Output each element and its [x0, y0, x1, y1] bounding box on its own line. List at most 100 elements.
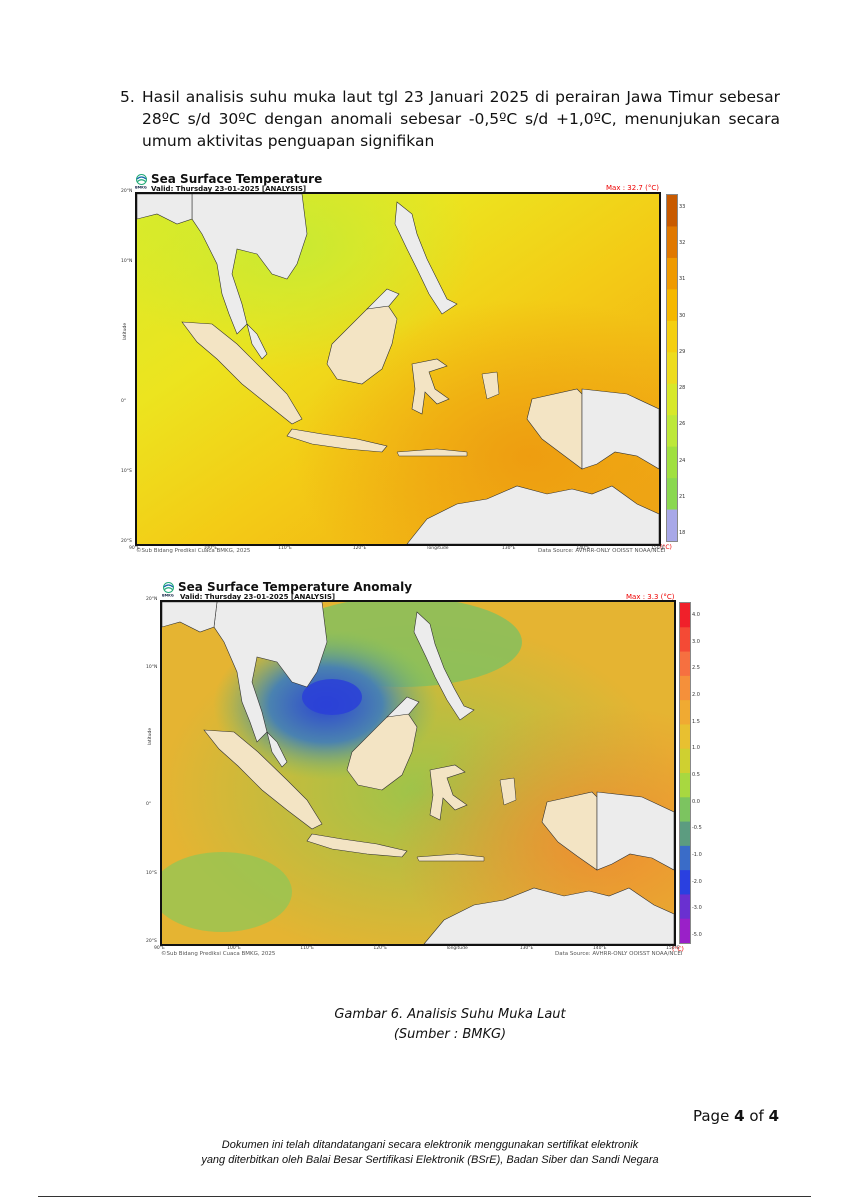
x-tick-label: 100°E	[227, 946, 241, 951]
sst-map: BMKG Sea Surface Temperature Valid: Thur…	[120, 170, 685, 560]
colorbar-segment	[667, 195, 677, 227]
colorbar-segment	[680, 627, 690, 653]
list-number: 5.	[120, 88, 135, 106]
x-tick-label: 140°E	[592, 946, 607, 951]
x-tick-label: 130°E	[501, 546, 516, 551]
colorbar-segment	[667, 415, 677, 448]
colorbar-segment	[680, 675, 690, 701]
colorbar-tick-label: 29	[679, 348, 686, 355]
y-tick-label: 20°S	[146, 939, 157, 944]
sst-anomaly-map-plot	[160, 600, 676, 946]
colorbar-segment	[680, 748, 690, 774]
x-tick-label: 150°E	[666, 946, 680, 951]
colorbar-segment	[667, 289, 677, 322]
y-tick-label: 20°S	[121, 539, 132, 544]
colorbar-segment	[680, 797, 690, 823]
y-tick-label: 10°N	[121, 259, 133, 264]
sst-map-plot	[135, 192, 661, 546]
colorbar-segment	[680, 918, 690, 944]
colorbar-segment	[680, 870, 690, 895]
sst-colorbar-scale	[667, 195, 677, 542]
colorbar-tick-label: 21	[679, 493, 686, 500]
x-tick-label: 120°E	[352, 546, 367, 551]
x-axis-label: longitude	[446, 946, 468, 951]
colorbar-segment	[667, 478, 677, 511]
colorbar-tick-label: -3.0	[692, 905, 702, 912]
colorbar-tick-label: 30	[679, 312, 686, 319]
colorbar-segment	[680, 894, 690, 920]
colorbar-tick-label: 4.0	[692, 612, 700, 618]
colorbar-tick-label: 32	[679, 240, 686, 247]
colorbar-unit: (°C)	[660, 544, 672, 551]
colorbar-segment	[667, 383, 677, 416]
page-of: of	[749, 1107, 764, 1125]
colorbar-unit: (°C)	[672, 946, 684, 953]
x-tick-label: 110°E	[300, 946, 314, 951]
paragraph-item-5: 5. Hasil analisis suhu muka laut tgl 23 …	[120, 86, 780, 152]
map-credit: ©Sub Bidang Prediksi Cuaca BMKG, 2025	[161, 951, 276, 957]
colorbar-segment	[667, 226, 677, 259]
map-data-source: Data Source: AVHRR-ONLY OOISST NOAA/NCEI	[555, 951, 683, 957]
colorbar-segment	[680, 651, 690, 677]
caption-title: Gambar 6. Analisis Suhu Muka Laut	[334, 1007, 566, 1022]
colorbar-tick-label: 18	[679, 530, 686, 536]
y-tick-label: 20°N	[146, 597, 158, 602]
page-number: Page 4 of 4	[693, 1107, 779, 1125]
bmkg-logo-icon: BMKG	[135, 174, 147, 189]
colorbar-tick-label: -0.5	[692, 825, 702, 832]
map-valid-date: Valid: Thursday 23-01-2025 [ANALYSIS]	[180, 593, 336, 601]
sst-colorbar	[666, 194, 678, 542]
colorbar-segment	[680, 724, 690, 750]
y-tick-label: 10°S	[146, 870, 157, 876]
map-credit: ©Sub Bidang Prediksi Cuaca BMKG, 2025	[136, 548, 251, 554]
colorbar-tick-label: 26	[679, 421, 686, 428]
page-label: Page	[692, 1107, 730, 1125]
sst-map-image	[137, 194, 659, 544]
colorbar-tick-label: -2.0	[692, 878, 702, 885]
map-max-value: Max : 3.3 (°C)	[626, 593, 675, 601]
colorbar-tick-label: -5.0	[692, 932, 702, 938]
x-axis-label: longitude	[427, 546, 449, 551]
colorbar-tick-label: 1.5	[692, 718, 700, 725]
colorbar-tick-label: 3.0	[692, 638, 700, 645]
colorbar-tick-label: 33	[679, 204, 686, 210]
electronic-signature-note: Dokumen ini telah ditandatangani secara …	[150, 1138, 710, 1168]
y-tick-label: 0°	[121, 399, 127, 404]
x-tick-label: 120°E	[373, 946, 388, 951]
map-valid-date: Valid: Thursday 23-01-2025 [ANALYSIS]	[151, 185, 307, 193]
map-data-source: Data Source: AVHRR-ONLY OOISST NOAA/NCEI	[538, 548, 666, 554]
colorbar-segment	[680, 845, 690, 871]
y-tick-label: 20°N	[121, 189, 133, 194]
y-tick-label: 0°	[146, 802, 152, 808]
colorbar-tick-label: 28	[679, 385, 686, 392]
sst-anomaly-map-image	[162, 602, 674, 944]
sst-anomaly-map: BMKG Sea Surface Temperature Anomaly Val…	[145, 578, 702, 963]
colorbar-segment	[667, 320, 677, 353]
colorbar-segment	[680, 700, 690, 725]
colorbar-tick-label: 2.5	[692, 665, 700, 672]
x-tick-label: 90°E	[129, 546, 140, 551]
colorbar-tick-label: 24	[679, 457, 686, 464]
y-axis-label: latitude	[123, 322, 129, 341]
colorbar-segment	[667, 446, 677, 479]
colorbar-tick-label: 1.0	[692, 745, 700, 752]
signature-note-line1: Dokumen ini telah ditandatangani secara …	[221, 1139, 639, 1151]
x-tick-label: 140°E	[576, 546, 591, 551]
x-tick-label: 110°E	[278, 546, 292, 551]
x-tick-label: 150°E	[651, 546, 665, 551]
colorbar-segment	[667, 509, 677, 542]
colorbar-tick-label: 2.0	[692, 692, 700, 698]
map-title: Sea Surface Temperature	[151, 172, 323, 186]
paragraph-text: Hasil analisis suhu muka laut tgl 23 Jan…	[142, 88, 780, 150]
x-tick-label: 90°E	[154, 946, 165, 951]
colorbar-tick-label: 31	[679, 276, 686, 283]
colorbar-segment	[680, 773, 690, 798]
x-tick-label: 130°E	[519, 946, 534, 951]
colorbar-segment	[667, 352, 677, 385]
svg-text:BMKG: BMKG	[162, 594, 174, 598]
map-max-value: Max : 32.7 (°C)	[606, 184, 659, 192]
map-title: Sea Surface Temperature Anomaly	[178, 580, 413, 594]
colorbar-segment	[680, 821, 690, 847]
colorbar-tick-label: 0.5	[692, 772, 700, 778]
sst-anomaly-colorbar	[679, 602, 691, 944]
